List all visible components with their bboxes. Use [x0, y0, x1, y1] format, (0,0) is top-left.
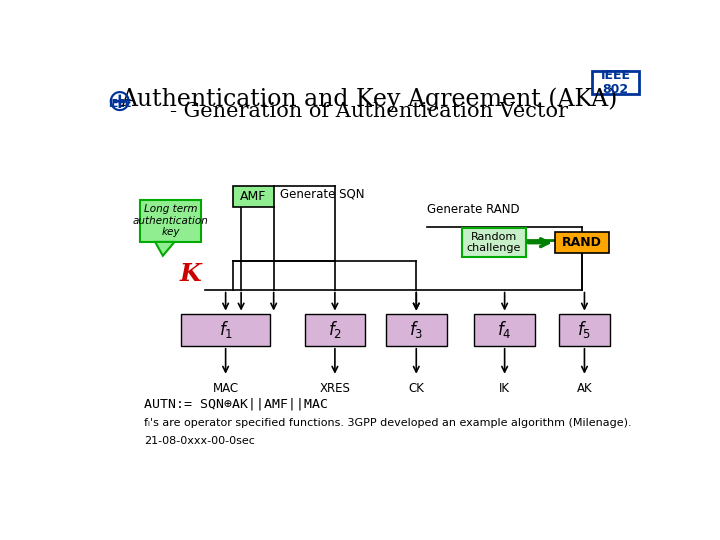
Bar: [474, 314, 535, 346]
Bar: [233, 186, 274, 207]
Bar: [593, 71, 639, 94]
Text: RAND: RAND: [562, 236, 602, 249]
Text: $f_5$: $f_5$: [577, 319, 592, 340]
Text: Long term
authentication
key: Long term authentication key: [132, 204, 209, 237]
Text: $f_4$: $f_4$: [498, 319, 512, 340]
Text: fᵢ's are operator specified functions. 3GPP developed an example algorithm (Mile: fᵢ's are operator specified functions. 3…: [144, 418, 632, 428]
Text: AUTN:= SQN⊕AK||AMF||MAC: AUTN:= SQN⊕AK||AMF||MAC: [144, 397, 328, 410]
Text: Generate RAND: Generate RAND: [427, 204, 520, 217]
Text: AK: AK: [577, 382, 593, 395]
Bar: [462, 228, 526, 257]
Bar: [181, 314, 270, 346]
Text: 21-08-0xxx-00-0sec: 21-08-0xxx-00-0sec: [144, 436, 255, 446]
Bar: [555, 232, 609, 253]
Text: $f_3$: $f_3$: [409, 319, 423, 340]
Text: XRES: XRES: [320, 382, 351, 395]
Text: Authentication and Key Agreement (AKA): Authentication and Key Agreement (AKA): [120, 88, 618, 111]
Bar: [386, 314, 446, 346]
Text: Generate SQN: Generate SQN: [280, 187, 364, 200]
Text: $f_2$: $f_2$: [328, 319, 342, 340]
Polygon shape: [155, 242, 174, 256]
Text: MAC: MAC: [212, 382, 239, 395]
Bar: [559, 314, 610, 346]
Bar: [305, 314, 365, 346]
Text: Random
challenge: Random challenge: [467, 232, 521, 253]
Text: K: K: [180, 262, 202, 286]
Text: $f_1$: $f_1$: [218, 319, 233, 340]
Text: AMF: AMF: [240, 190, 266, 203]
Text: IEEE
802: IEEE 802: [600, 69, 631, 96]
Text: ⊕: ⊕: [107, 88, 132, 117]
Text: - Generation of Authentication Vector: - Generation of Authentication Vector: [170, 102, 568, 121]
Text: CK: CK: [408, 382, 424, 395]
Text: IEEE: IEEE: [108, 99, 131, 110]
Bar: [140, 200, 201, 242]
Text: IK: IK: [499, 382, 510, 395]
